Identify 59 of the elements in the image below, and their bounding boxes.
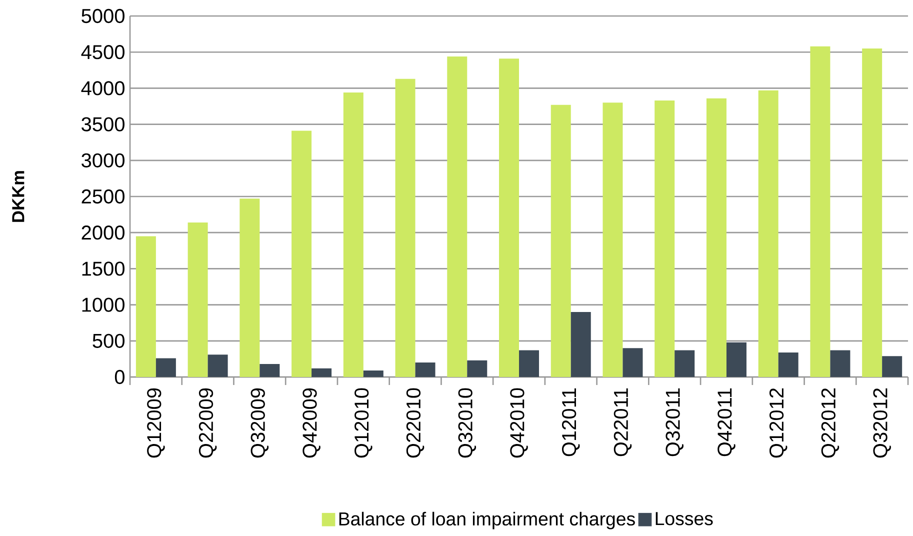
x-tick-label: Q32010: [458, 388, 476, 458]
legend-label: Losses: [656, 512, 713, 526]
bar: [156, 358, 176, 377]
bar: [260, 364, 280, 377]
bar: [136, 236, 156, 377]
bar: [208, 354, 228, 377]
y-tick-label: 3000: [82, 153, 124, 168]
x-tick-label: Q22011: [614, 388, 632, 456]
y-tick-label: 500: [92, 334, 124, 348]
legend-label: Balance of loan impairment charges: [339, 512, 635, 530]
bar: [674, 350, 695, 377]
y-tick-label: 0: [114, 370, 124, 384]
bar: [343, 92, 364, 377]
y-tick-label: 3500: [82, 117, 124, 132]
bar: [188, 222, 208, 377]
y-tick-label: 1000: [82, 298, 124, 312]
x-tick-label: Q22012: [821, 388, 840, 458]
bar: [363, 370, 384, 377]
bar: [395, 78, 416, 377]
bar: [726, 342, 746, 377]
bar: [778, 352, 798, 377]
bar: [862, 48, 882, 377]
y-tick-label: 2500: [82, 189, 124, 204]
x-tick-label: Q12010: [354, 388, 372, 458]
bar: [292, 130, 312, 377]
x-tick-label: Q32009: [250, 388, 269, 458]
x-tick-label: Q32012: [873, 388, 891, 458]
bar: [467, 360, 488, 377]
x-tick-label: Q42009: [302, 388, 320, 458]
bar: [602, 102, 623, 377]
bar: [312, 368, 332, 377]
bar: [499, 58, 520, 377]
x-tick-label: Q22010: [406, 388, 424, 458]
y-axis-title: DKKm: [12, 171, 24, 222]
bar: [550, 104, 571, 377]
x-tick-label: Q32011: [666, 388, 684, 456]
bar: [810, 46, 830, 377]
bar: [654, 100, 675, 377]
bar: [240, 198, 260, 377]
bar: [622, 348, 643, 377]
bar: [706, 98, 726, 377]
x-tick-label: Q12011: [562, 388, 580, 456]
bar: [447, 56, 468, 377]
bar: [415, 362, 436, 377]
y-tick-label: 4000: [81, 81, 124, 96]
x-tick-label: Q12009: [147, 388, 165, 458]
y-tick-label: 1500: [82, 262, 124, 276]
y-tick-label: 4500: [81, 45, 124, 60]
bar: [519, 350, 540, 377]
bar: [758, 90, 778, 377]
x-tick-label: Q42010: [510, 388, 528, 458]
y-tick-label: 5000: [82, 8, 124, 24]
bar: [570, 312, 591, 377]
bar: [882, 356, 902, 377]
x-tick-label: Q12012: [769, 388, 788, 458]
x-tick-label: Q42011: [718, 388, 736, 456]
y-tick-label: 2000: [82, 226, 124, 240]
bar: [830, 350, 850, 377]
x-tick-label: Q22009: [198, 388, 217, 458]
